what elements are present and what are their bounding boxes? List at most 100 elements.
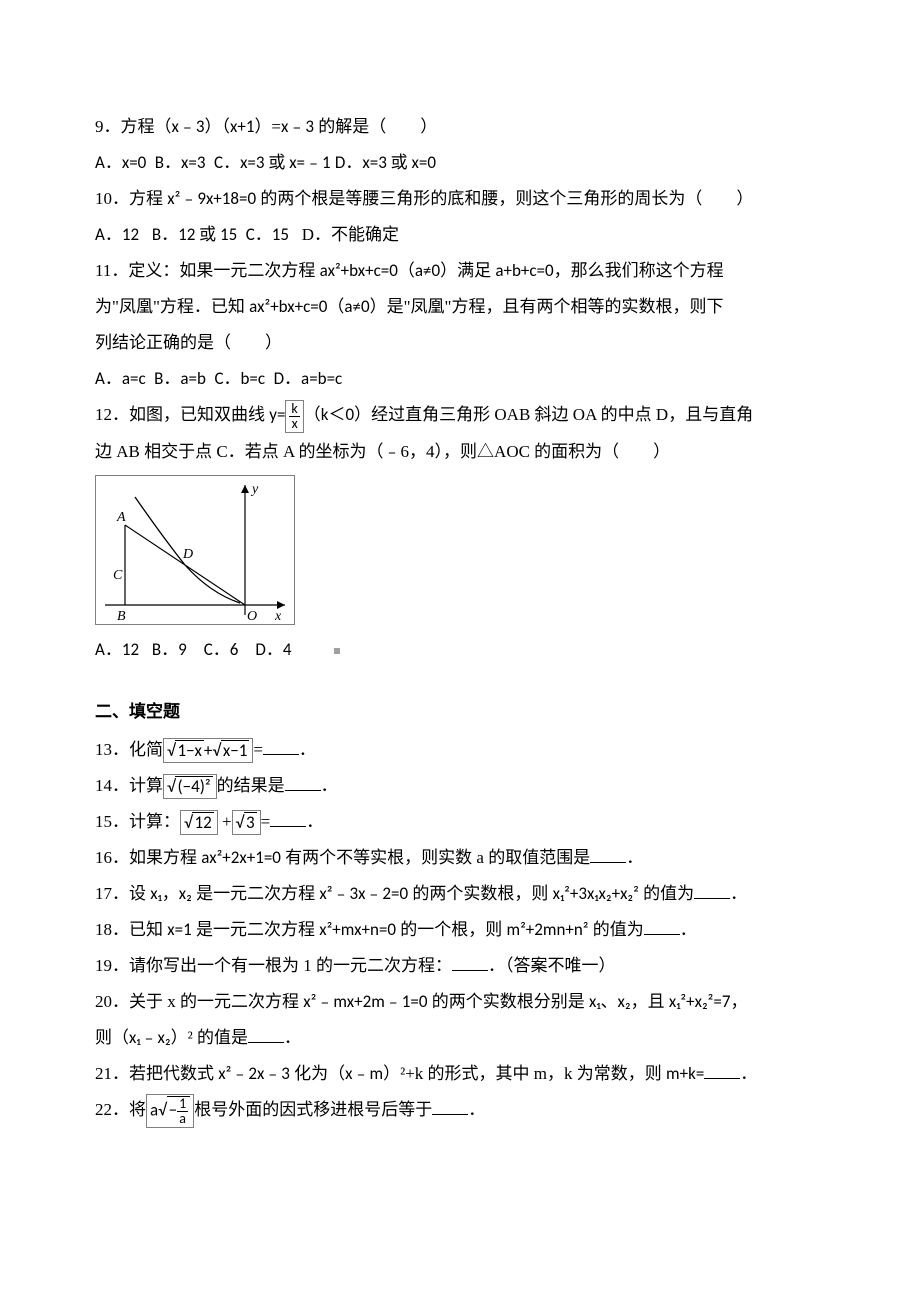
q11-l1-m2: ）满足 <box>440 261 495 280</box>
q11-optB: B．a=b <box>154 368 206 389</box>
q15-post: ． <box>306 812 323 831</box>
q9-mid1: ）（ <box>204 117 230 136</box>
q15-pre: 15．计算： <box>95 812 180 831</box>
q18-blank <box>644 917 680 935</box>
q16-blank <box>590 845 626 863</box>
q21-m2: ）²+k 的形式，其中 m，k 为常数，则 <box>383 1064 666 1083</box>
q20-l2-post: ． <box>284 1028 301 1047</box>
q16-expr: ax²+2x+1=0 <box>201 847 281 868</box>
q19-post: ．（答案不唯一） <box>488 956 616 975</box>
q9-optC: C．x=3 或 x=﹣1 <box>214 152 331 173</box>
q9-expr2: x+1 <box>230 116 254 137</box>
q13-post: ． <box>299 740 316 759</box>
q12-l1-cond: k＜0 <box>321 404 354 425</box>
q12-optB: B．9 <box>152 639 187 660</box>
q20-l1-m2: ，且 <box>631 992 669 1011</box>
q12-diagram: A B C D O x y <box>95 475 825 625</box>
q15-plus: + <box>218 812 232 831</box>
question-14: 14．计算√(−4)²的结果是． <box>95 769 825 803</box>
q17-blank <box>694 881 730 899</box>
q10-optD: D．不能确定 <box>302 225 399 244</box>
q10-optC: C．15 <box>246 224 289 245</box>
q11-optC: C．b=c <box>214 368 265 389</box>
q17-x2: x₂ <box>179 883 192 904</box>
question-16: 16．如果方程 ax²+2x+1=0 有两个不等实根，则实数 a 的取值范围是． <box>95 841 825 875</box>
q22-neg: − <box>169 1099 177 1120</box>
q17-pre: 17．设 <box>95 884 150 903</box>
q22-post: ． <box>468 1100 485 1119</box>
q22-frac-den: a <box>177 1112 188 1126</box>
q15-eq: = <box>261 812 271 831</box>
q19-pre: 19．请你写出一个有一根为 1 的一元二次方程： <box>95 956 452 975</box>
q13-r2: x−1 <box>221 740 249 761</box>
q22-outer: a <box>150 1099 158 1120</box>
q20-l2-expr: x₁﹣x₂ <box>129 1027 171 1048</box>
q20-l1-c: 、 <box>601 992 618 1011</box>
q11-l2-e2: a≠0 <box>344 296 369 317</box>
svg-text:x: x <box>274 609 282 624</box>
question-12-line1: 12．如图，已知双曲线 y=kx（k＜0）经过直角三角形 OAB 斜边 OA 的… <box>95 398 825 433</box>
q14-r: (−4)² <box>175 776 212 797</box>
q17-c1: ， <box>162 884 179 903</box>
q11-l2-m1: （ <box>327 297 344 316</box>
svg-text:A: A <box>116 510 126 525</box>
q11-l1-e2: a≠0 <box>415 260 440 281</box>
q9-expr1: x﹣3 <box>172 116 205 137</box>
q21-pre: 21．若把代数式 <box>95 1064 218 1083</box>
q9-optD: D．x=3 或 x=0 <box>335 152 436 173</box>
q11-optA: A．a=c <box>95 368 146 389</box>
q22-pre: 22．将 <box>95 1100 146 1119</box>
q14-post1: 的结果是 <box>217 776 285 795</box>
q18-m3: 的值为 <box>589 920 644 939</box>
q9-optA: A．x=0 <box>95 152 146 173</box>
q11-l1-m1: （ <box>398 261 415 280</box>
q13-r1: 1−x <box>175 740 203 761</box>
q12-frac-den: x <box>289 417 299 431</box>
svg-text:y: y <box>250 482 259 497</box>
q13-pre: 13．化简 <box>95 740 163 759</box>
question-18: 18．已知 x=1 是一元二次方程 x²+mx+n=0 的一个根，则 m²+2m… <box>95 913 825 947</box>
q14-post2: ． <box>321 776 338 795</box>
q12-l1-y: y= <box>269 404 285 425</box>
q9-mid2: ）= <box>254 117 281 136</box>
svg-text:C: C <box>113 568 123 583</box>
q15-b: 3 <box>244 812 257 833</box>
q18-x: x=1 <box>167 919 191 940</box>
q11-l3: 列结论正确的是（ ） <box>95 333 282 352</box>
q12-l2-pre: 边 AB 相交于点 C．若点 A 的坐标为（﹣6，4），则△AOC 的面积为（ … <box>95 442 670 461</box>
q11-l1-e3: a+b+c=0 <box>495 260 553 281</box>
q17-m3: 的值为 <box>639 884 694 903</box>
q21-target: m+k= <box>666 1063 704 1084</box>
question-9: 9．方程（x﹣3）（x+1）=x﹣3 的解是（ ） <box>95 110 825 144</box>
q12-l1-pre: 12．如图，已知双曲线 <box>95 405 269 424</box>
q20-l2-pre: 则（ <box>95 1028 129 1047</box>
q18-m1: 是一元二次方程 <box>192 920 320 939</box>
q13-blank <box>263 737 299 755</box>
q11-l1-pre: 11．定义：如果一元二次方程 <box>95 261 320 280</box>
q10-post: 的两个根是等腰三角形的底和腰，则这个三角形的周长为（ ） <box>256 189 753 208</box>
svg-text:O: O <box>247 609 257 624</box>
question-11-line2: 为"凤凰"方程．已知 ax²+bx+c=0（a≠0）是"凤凰"方程，且有两个相等… <box>95 290 825 324</box>
q9-stem-pre: 9．方程（ <box>95 117 172 136</box>
q11-l2-e1: ax²+bx+c=0 <box>249 296 327 317</box>
q21-blank <box>704 1061 740 1079</box>
q9-optB: B．x=3 <box>155 152 206 173</box>
q18-target: m²+2mn+n² <box>507 919 589 940</box>
q14-expr-box: √(−4)² <box>163 774 217 799</box>
q20-l1-post: ， <box>730 992 747 1011</box>
q16-pre: 16．如果方程 <box>95 848 201 867</box>
q11-optD: D．a=b=c <box>274 368 343 389</box>
q19-blank <box>452 953 488 971</box>
q10-pre: 10．方程 <box>95 189 167 208</box>
q20-l1-pre: 20．关于 x 的一元二次方程 <box>95 992 303 1011</box>
q13-expr-box: √1−x+√x−1 <box>163 738 253 763</box>
q11-l1-post: ，那么我们称这个方程 <box>554 261 724 280</box>
question-21: 21．若把代数式 x²﹣2x﹣3 化为（x﹣m）²+k 的形式，其中 m，k 为… <box>95 1057 825 1091</box>
q13-eq: = <box>253 740 263 759</box>
q18-m2: 的一个根，则 <box>396 920 507 939</box>
q12-optA: A．12 <box>95 639 139 660</box>
q18-expr: x²+mx+n=0 <box>319 919 396 940</box>
q12-frac-box: kx <box>285 400 303 433</box>
q20-l1-cond: x₁²+x₂²=7 <box>669 991 731 1012</box>
q12-optD: D．4 <box>255 639 291 660</box>
